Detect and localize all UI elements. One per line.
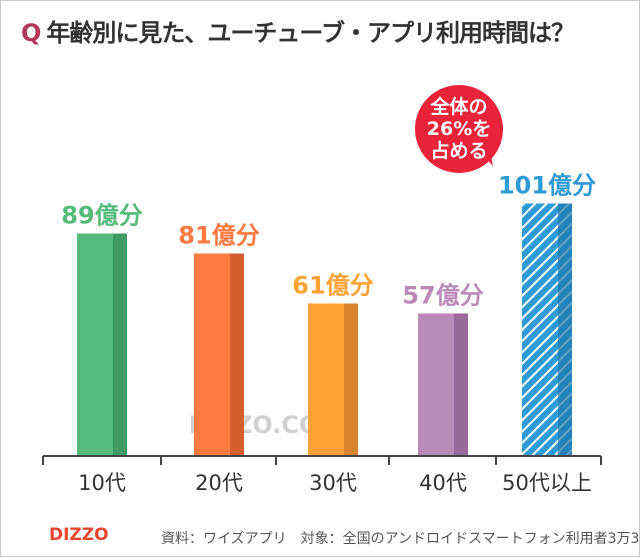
value-label: 101億分 — [498, 172, 596, 200]
category-label: 20代 — [195, 471, 243, 495]
annotation-text: 全体の — [429, 95, 487, 118]
source-note: 資料：ワイズアプリ 対象：全国のアンドロイドスマートフォン利用者3万3000人 — [161, 531, 640, 547]
bar-shade — [558, 203, 572, 456]
annotation-text: 26%を — [427, 118, 491, 140]
dizzo-logo: DIZZO — [49, 525, 109, 545]
question-mark-label: Q — [21, 19, 41, 47]
category-label: 30代 — [309, 471, 357, 495]
chart-title: Q 年齢別に見た、ユーチューブ・アプリ利用時間は？ — [21, 13, 575, 48]
bar-shade — [230, 253, 244, 456]
title-text: 年齢別に見た、ユーチューブ・アプリ利用時間は？ — [46, 19, 575, 47]
annotation-bubble — [415, 85, 503, 173]
category-label: 40代 — [419, 471, 467, 495]
bar-shade — [113, 233, 127, 456]
value-label: 81億分 — [178, 222, 259, 250]
value-label: 57億分 — [402, 282, 483, 310]
annotation-text: 占める — [430, 139, 487, 162]
category-label: 10代 — [78, 471, 126, 495]
bar-shade — [344, 303, 358, 456]
category-label: 50代以上 — [502, 471, 592, 495]
bar-shade — [454, 313, 468, 456]
value-label: 89億分 — [61, 202, 142, 230]
value-label: 61億分 — [292, 272, 373, 300]
